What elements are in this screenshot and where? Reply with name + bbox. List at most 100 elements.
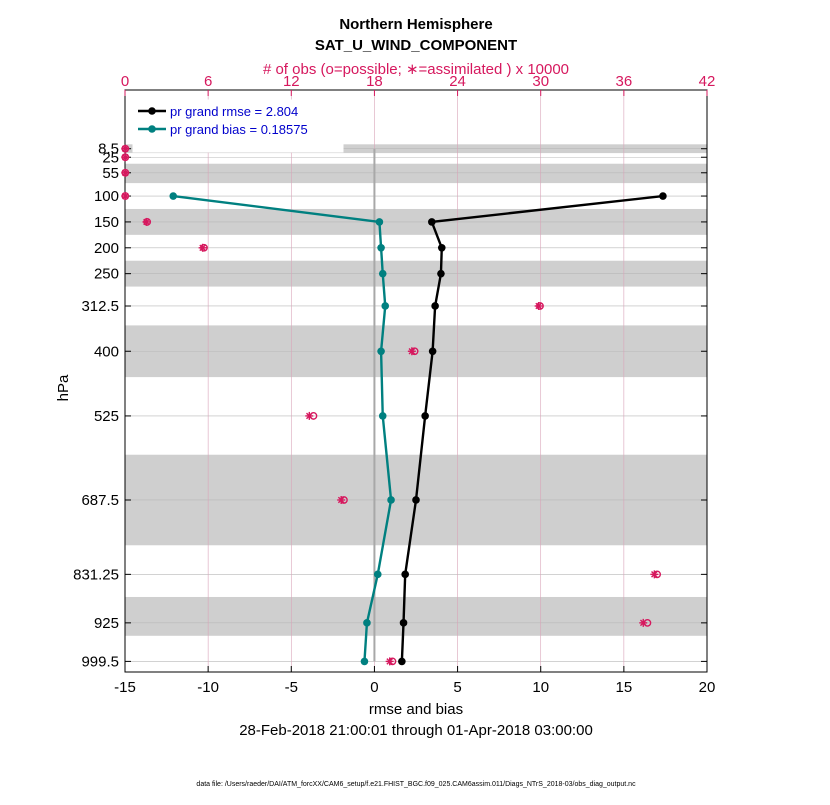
legend: pr grand rmse = 2.804 pr grand bias = 0.1… (132, 99, 344, 153)
x-axis-label: rmse and bias (369, 701, 463, 718)
top-x-tick-label: 42 (699, 73, 716, 90)
obs-assimilated-marker (534, 301, 543, 310)
x-tick-label: -5 (285, 679, 298, 696)
y-tick-label: 250 (94, 266, 119, 283)
obs-assimilated-marker (639, 618, 648, 627)
asterisk-stroke (337, 496, 345, 504)
top-x-tick-label: 24 (449, 73, 466, 90)
bias-point (169, 192, 178, 200)
obs-assimilated-marker (142, 217, 151, 226)
top-x-tick-label: 30 (532, 73, 549, 90)
bias-point (377, 347, 385, 356)
y-tick-label: 525 (94, 408, 119, 425)
obs-assimilated-marker (198, 243, 207, 252)
legend-box (132, 99, 344, 153)
obs-assimilated-marker (305, 411, 314, 420)
x-tick-label: 10 (532, 679, 549, 696)
top-x-tick-label: 6 (204, 73, 212, 90)
bias-point (387, 496, 395, 504)
rmse-point (412, 496, 420, 504)
rmse-point (659, 192, 667, 200)
top-x-tick-label: 12 (283, 73, 300, 90)
x-tick-label: -15 (114, 679, 136, 696)
legend-marker (148, 107, 156, 115)
y-tick-label: 25 (102, 149, 119, 166)
rmse-point (428, 347, 437, 356)
rmse-point (437, 243, 446, 252)
asterisk-stroke (639, 619, 647, 627)
rmse-point (401, 570, 409, 579)
y-tick-label: 687.5 (81, 492, 119, 509)
obs-assimilated-marker (121, 192, 130, 201)
bias-point (363, 619, 371, 627)
bias-point (377, 243, 385, 252)
bias-point (375, 218, 384, 226)
rmse-point (421, 412, 429, 420)
y-tick-label: 999.5 (81, 653, 119, 670)
asterisk-stroke (121, 153, 129, 161)
y-tick-label: 150 (94, 214, 119, 231)
x-tick-label: 20 (699, 679, 716, 696)
y-axis-label: hPa (55, 374, 72, 401)
x-tick-label: -10 (197, 679, 219, 696)
legend-label: pr grand bias = 0.18575 (170, 122, 308, 137)
shaded-bands (125, 144, 707, 636)
rmse-point (399, 619, 408, 627)
shaded-band (125, 596, 707, 636)
plot-frame (124, 89, 708, 673)
bias-point (373, 570, 382, 579)
chart-subtitle: SAT_U_WIND_COMPONENT (315, 37, 517, 54)
x-tick-label: 15 (616, 679, 633, 696)
asterisk-stroke (306, 412, 313, 420)
rmse-point (398, 657, 406, 666)
chart-title: Northern Hemisphere (339, 16, 492, 33)
y-tick-label: 200 (94, 240, 119, 257)
bias-point (378, 269, 387, 278)
asterisk-stroke (651, 571, 658, 578)
top-axis-label: # of obs (o=possible; ∗=assimilated ) x … (263, 61, 569, 78)
bias-point (360, 657, 369, 666)
asterisk-stroke (386, 658, 393, 665)
top-x-tick-label: 0 (121, 73, 129, 90)
obs-assimilated-marker (121, 153, 130, 162)
bias-point (378, 412, 387, 420)
obs-assimilated-marker (650, 570, 659, 579)
shaded-band (125, 163, 707, 184)
asterisk-stroke (408, 347, 416, 355)
x-tick-label: 5 (453, 679, 461, 696)
top-x-tick-label: 18 (366, 73, 383, 90)
obs-count-markers (121, 144, 662, 666)
y-tick-label: 100 (94, 188, 119, 205)
y-tick-label: 312.5 (81, 298, 119, 315)
date-range: 28-Feb-2018 21:00:01 through 01-Apr-2018… (239, 722, 593, 739)
rmse-point (431, 302, 439, 310)
x-tick-label: 0 (370, 679, 378, 696)
asterisk-stroke (143, 218, 150, 226)
footnote: data file: /Users/raeder/DAI/ATM_forcXX/… (196, 781, 636, 788)
y-tick-label: 8.5 (98, 141, 119, 158)
obs-assimilated-marker (337, 495, 346, 504)
legend-marker (148, 125, 156, 133)
bias-point (381, 302, 390, 310)
rmse-point (437, 269, 445, 278)
asterisk-stroke (535, 302, 542, 310)
asterisk-stroke (121, 192, 129, 200)
top-x-tick-label: 36 (616, 73, 633, 90)
obs-assimilated-marker (121, 168, 130, 177)
asterisk-stroke (121, 169, 129, 177)
obs-assimilated-marker (407, 347, 416, 356)
obs-assimilated-marker (385, 657, 394, 666)
y-tick-label: 925 (94, 615, 119, 632)
y-tick-label: 55 (102, 165, 119, 182)
legend-label: pr grand rmse = 2.804 (170, 104, 298, 119)
axis-ticks: -15 -10 -5 0 5 10 15 200 6 12 18 24 30 36 428.52555100… (73, 73, 715, 696)
asterisk-stroke (199, 244, 206, 252)
y-tick-label: 400 (94, 343, 119, 360)
y-tick-label: 831.25 (73, 566, 119, 583)
obs-assimilated-marker (121, 144, 130, 153)
series-lines (169, 192, 667, 666)
rmse-point (427, 218, 436, 226)
asterisk-stroke (121, 145, 129, 153)
